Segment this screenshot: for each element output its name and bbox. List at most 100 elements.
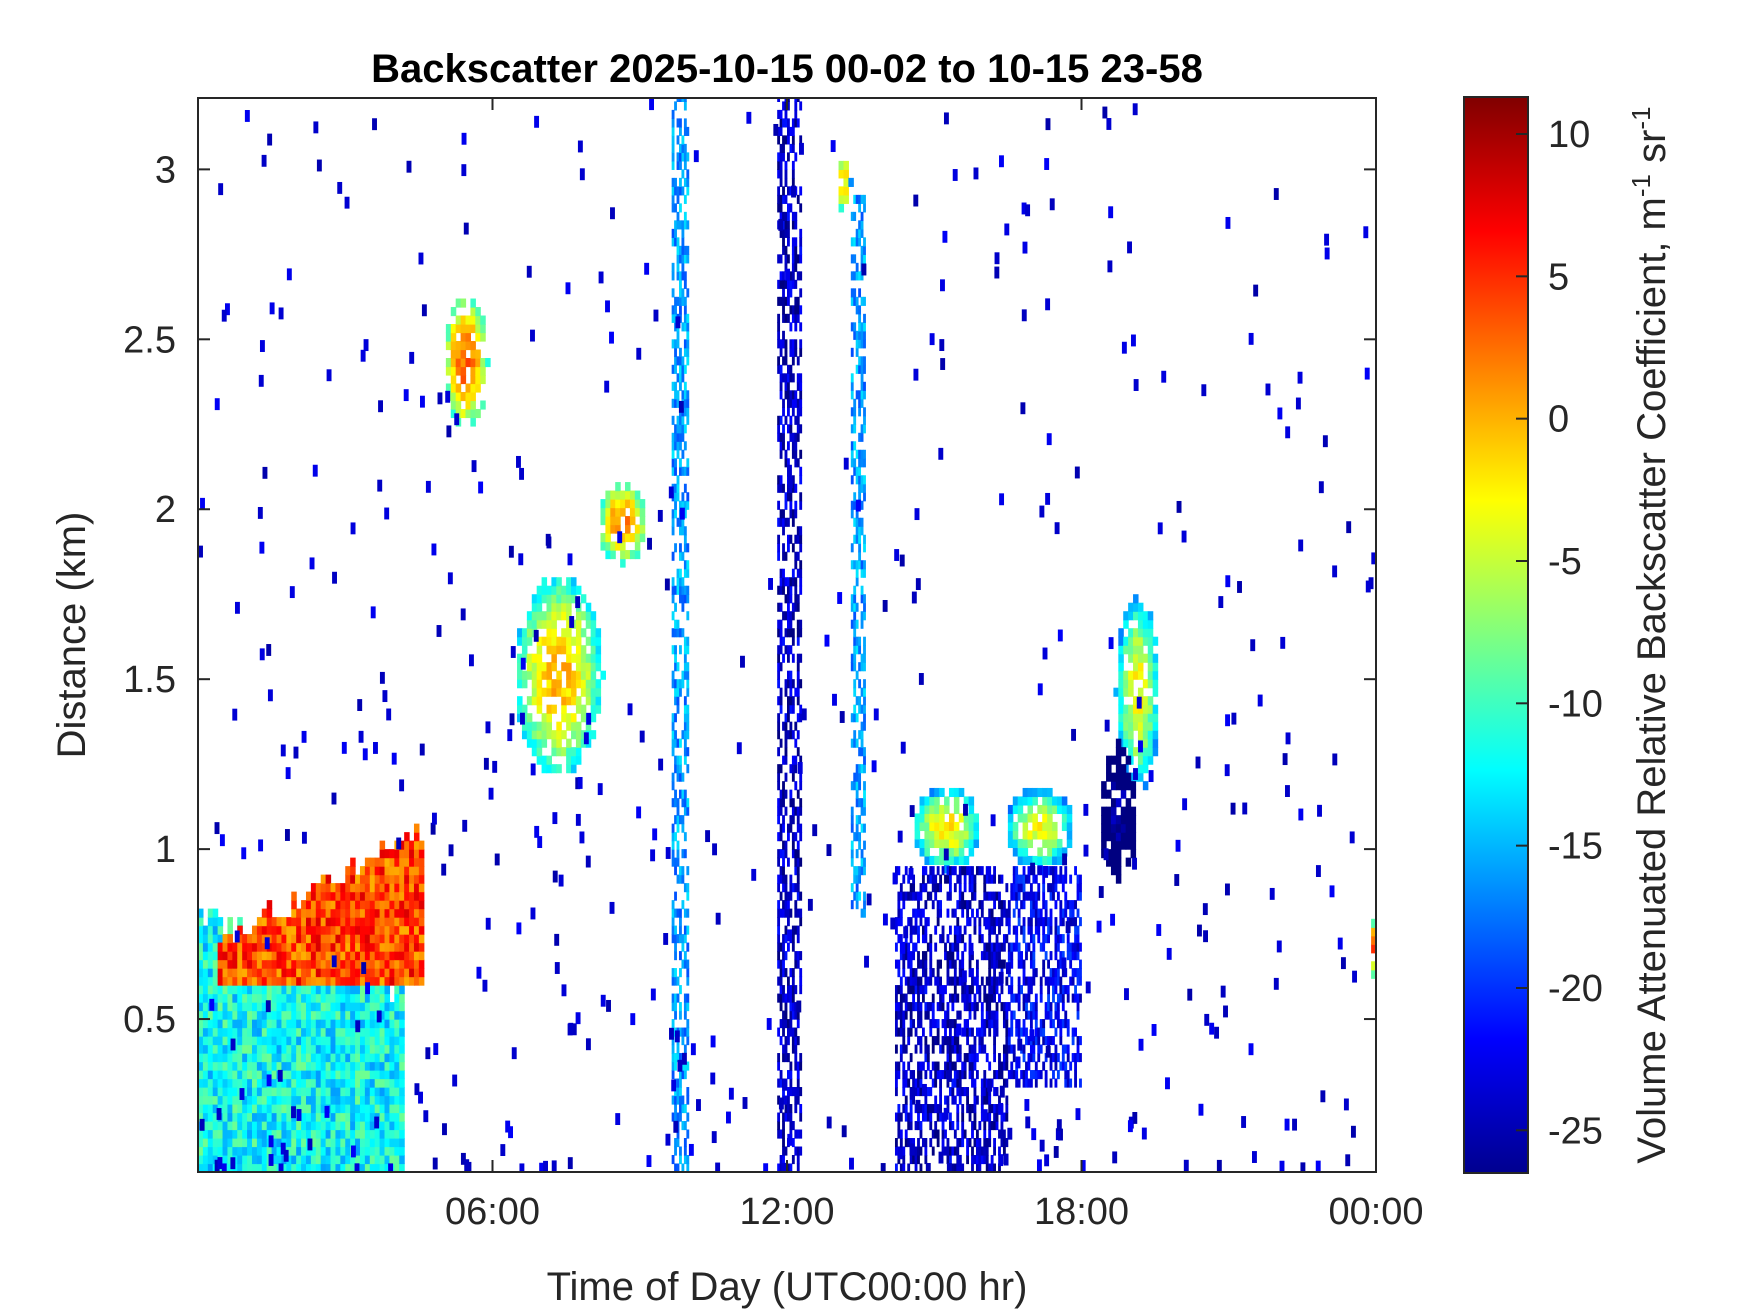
heatmap-cell [681, 551, 685, 561]
heatmap-cell [789, 1010, 793, 1020]
heatmap-cell [615, 541, 621, 551]
heatmap-cell [686, 254, 690, 264]
heatmap-cell [276, 993, 283, 1003]
heatmap-cell [266, 1053, 273, 1063]
heatmap-cell [787, 534, 790, 544]
heatmap-cell [686, 407, 690, 417]
heatmap-cell [686, 670, 690, 680]
heatmap-cell [789, 398, 793, 408]
heatmap-cell [924, 917, 928, 927]
heatmap-cell [551, 619, 557, 629]
heatmap-cell [860, 721, 864, 731]
heatmap-cell [261, 1104, 268, 1114]
heatmap-cell [777, 934, 781, 944]
heatmap-cell [784, 101, 788, 111]
heatmap-cell [1042, 968, 1046, 978]
heatmap-cell [784, 849, 788, 859]
heatmap-cell [222, 1129, 229, 1139]
heatmap-cell [791, 1044, 795, 1054]
heatmap-cell [198, 934, 204, 944]
heatmap-cell [1032, 787, 1038, 798]
heatmap-cell [541, 611, 548, 621]
heatmap-cell [291, 959, 297, 969]
heatmap-cell [968, 1010, 972, 1020]
heatmap-cell [605, 490, 611, 500]
heatmap-cell [359, 1010, 366, 1020]
heatmap-cell [794, 449, 798, 459]
heatmap-cell [585, 636, 592, 646]
heatmap-cell [355, 917, 361, 927]
heatmap-cell [335, 925, 341, 935]
heatmap-cell [924, 1002, 928, 1012]
heatmap-cell [1032, 908, 1036, 918]
heatmap-cell [953, 787, 960, 798]
heatmap-cell [789, 424, 793, 434]
heatmap-cell [355, 891, 361, 901]
heatmap-cell [917, 1019, 920, 1029]
heatmap-cell [1125, 832, 1132, 842]
heatmap-cell [1017, 883, 1021, 893]
heatmap-cell [683, 721, 687, 731]
heatmap-cell [1034, 1002, 1038, 1012]
heatmap-cell [951, 1087, 955, 1097]
heatmap-cell [266, 900, 273, 910]
heatmap-cell [1029, 1010, 1033, 1020]
heatmap-cell [1047, 959, 1050, 969]
heatmap-cell [953, 883, 957, 893]
heatmap-cell [850, 781, 854, 791]
heatmap-cell [683, 407, 687, 417]
heatmap-cell [399, 1087, 405, 1097]
heatmap-cell [1061, 847, 1068, 857]
heatmap-cell [629, 550, 636, 560]
heatmap-cell [1115, 772, 1122, 782]
heatmap-cell [364, 1053, 371, 1063]
heatmap-cell [789, 203, 793, 213]
heatmap-cell [266, 968, 273, 978]
heatmap-cell [450, 391, 457, 402]
heatmap-cell [926, 917, 930, 927]
heatmap-cell [1128, 611, 1134, 621]
heatmap-cell [681, 526, 685, 536]
heatmap-cell [791, 373, 795, 383]
heatmap-cell [968, 951, 972, 961]
heatmap-cell [242, 1002, 248, 1012]
heatmap-cell [301, 1061, 307, 1071]
heatmap-cell [465, 341, 472, 351]
heatmap-cell [934, 976, 938, 986]
heatmap-cell [364, 1036, 371, 1046]
heatmap-cell [995, 959, 999, 969]
heatmap-cell [686, 560, 690, 570]
heatmap-cell [350, 857, 356, 867]
heatmap-cell [939, 813, 945, 823]
heatmap-cell [1027, 796, 1034, 806]
heatmap-cell [782, 942, 785, 952]
heatmap-cell [286, 1070, 292, 1080]
heatmap-cell [919, 917, 923, 927]
heatmap-cell [975, 968, 979, 978]
heatmap-cell [212, 1146, 219, 1156]
heatmap-cell [674, 296, 677, 306]
heatmap-cell [853, 254, 857, 264]
heatmap-cell [956, 900, 960, 910]
heatmap-cell [1007, 1044, 1011, 1054]
heatmap-cell [993, 1146, 997, 1156]
heatmap-cell [676, 1087, 680, 1097]
heatmap-cell [998, 874, 1001, 884]
heatmap-cell [350, 1078, 356, 1088]
heatmap-cell [1012, 925, 1016, 935]
heatmap-cell [679, 245, 682, 255]
heatmap-cell [904, 951, 908, 961]
heatmap-cell [1042, 1027, 1046, 1037]
heatmap-cell [369, 1087, 376, 1097]
heatmap-cell [536, 662, 543, 672]
heatmap-cell [948, 1044, 952, 1054]
heatmap-cell [590, 653, 597, 663]
heatmap-cell [1049, 968, 1053, 978]
heatmap-cell [325, 1163, 332, 1172]
heatmap-cell [359, 883, 366, 893]
heatmap-cell [1002, 942, 1006, 952]
heatmap-cell [413, 917, 420, 927]
heatmap-cell [860, 653, 864, 663]
heatmap-cell [681, 594, 685, 604]
heatmap-cell [926, 1104, 930, 1114]
